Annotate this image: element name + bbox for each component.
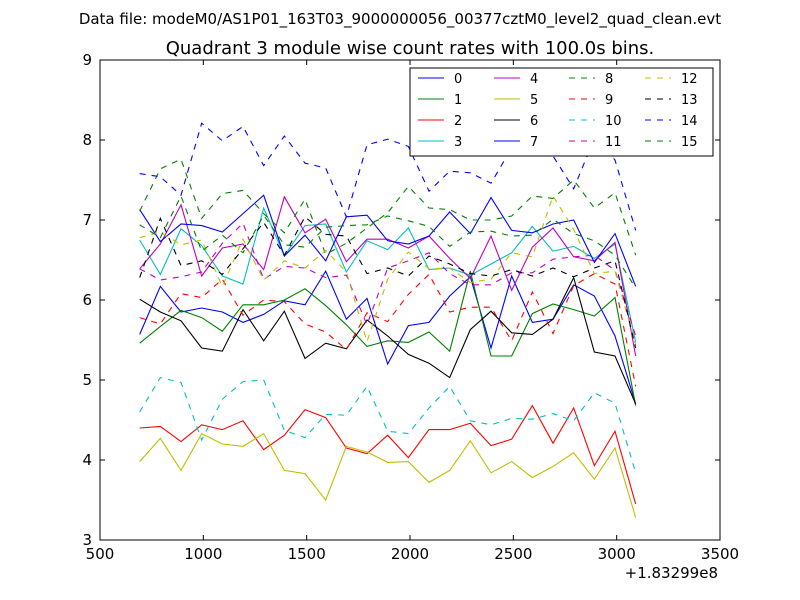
figure-suptitle: Data file: modeM0/AS1P01_163T03_90000000… [79, 10, 721, 29]
series-line-13 [139, 215, 637, 349]
legend-label-12: 12 [681, 72, 698, 87]
legend-label-1: 1 [454, 93, 462, 108]
series-line-8 [139, 158, 637, 256]
legend-label-10: 10 [605, 114, 622, 129]
series-line-14 [139, 106, 637, 231]
x-tick-label: 3500 [701, 545, 739, 563]
legend-entry-15: 15 [645, 135, 698, 150]
x-tick-label: 1000 [184, 545, 222, 563]
legend-entry-2: 2 [418, 114, 462, 129]
series-layer [139, 106, 637, 518]
legend-label-11: 11 [605, 135, 622, 150]
series-line-15 [139, 194, 637, 289]
x-axis-offset-text: +1.83299e8 [625, 564, 718, 582]
y-tick-label: 4 [82, 451, 92, 469]
legend-entry-9: 9 [569, 93, 613, 108]
ticks-layer: 500 1000 1500 2000 2500 3000 3500 3 4 5 6 7 8 9 [82, 51, 739, 563]
legend-label-4: 4 [530, 72, 538, 87]
legend-entry-6: 6 [494, 114, 538, 129]
x-tick-label: 500 [86, 545, 115, 563]
series-line-5 [139, 432, 637, 518]
x-tick-label: 1500 [288, 545, 326, 563]
y-tick-label: 3 [82, 531, 92, 549]
series-line-2 [139, 404, 637, 505]
legend-label-6: 6 [530, 114, 538, 129]
legend-entry-1: 1 [418, 93, 462, 108]
y-tick-label: 8 [82, 131, 92, 149]
x-tick-label: 2500 [494, 545, 532, 563]
y-tick-label: 5 [82, 371, 92, 389]
legend-label-9: 9 [605, 93, 613, 108]
legend-label-5: 5 [530, 93, 538, 108]
series-line-4 [139, 195, 637, 357]
legend-entry-10: 10 [569, 114, 622, 129]
legend-entry-3: 3 [418, 135, 462, 150]
series-line-9 [139, 272, 637, 387]
plot-frame [99, 59, 721, 541]
chart-title: Quadrant 3 module wise count rates with … [166, 38, 655, 59]
y-tick-label: 6 [82, 291, 92, 309]
legend-entry-14: 14 [645, 114, 698, 129]
series-line-12 [139, 194, 637, 345]
legend-entry-5: 5 [494, 93, 538, 108]
legend-label-7: 7 [530, 135, 538, 150]
series-line-7 [139, 194, 637, 287]
legend-label-2: 2 [454, 114, 462, 129]
series-line-3 [139, 206, 637, 343]
legend-label-8: 8 [605, 72, 613, 87]
series-line-6 [139, 276, 637, 405]
series-line-1 [139, 271, 637, 406]
legend-label-0: 0 [454, 72, 462, 87]
legend-entry-8: 8 [569, 72, 613, 87]
legend-label-15: 15 [681, 135, 698, 150]
x-tick-label: 3000 [598, 545, 636, 563]
series-line-11 [139, 222, 637, 337]
series-line-10 [139, 376, 637, 473]
legend-label-3: 3 [454, 135, 462, 150]
y-tick-label: 7 [82, 211, 92, 229]
legend-entry-4: 4 [494, 72, 538, 87]
legend-label-14: 14 [681, 114, 698, 129]
legend-label-13: 13 [681, 93, 698, 108]
legend-entry-7: 7 [494, 135, 538, 150]
legend-entry-12: 12 [645, 72, 698, 87]
legend-entry-0: 0 [418, 72, 462, 87]
x-tick-label: 2000 [391, 545, 429, 563]
legend-entry-11: 11 [569, 135, 622, 150]
legend-entry-13: 13 [645, 93, 698, 108]
y-tick-label: 9 [82, 51, 92, 69]
